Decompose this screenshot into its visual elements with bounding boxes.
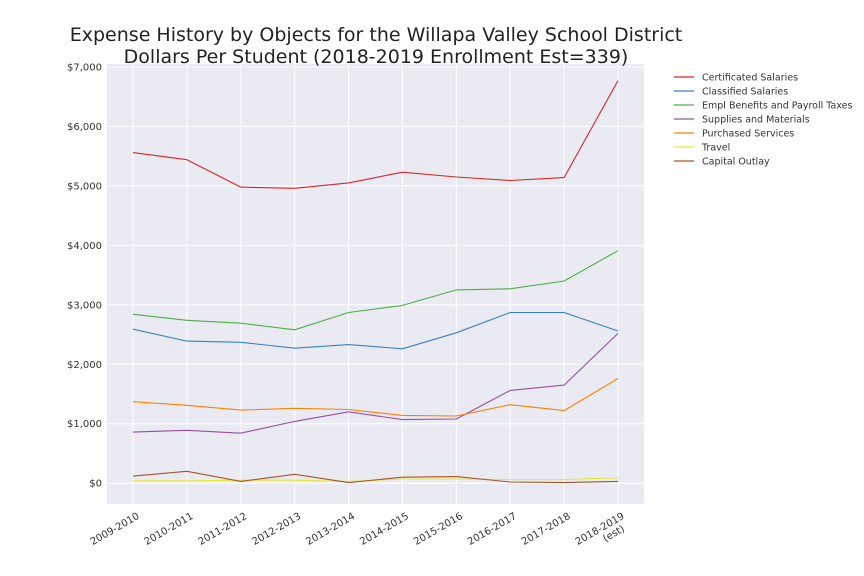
legend-label: Purchased Services (702, 129, 794, 140)
y-tick-label: $5,000 (67, 181, 102, 192)
y-tick-label: $4,000 (67, 241, 102, 252)
y-tick-label: $6,000 (67, 122, 102, 133)
legend-label: Supplies and Materials (702, 115, 810, 126)
series-line-3 (132, 333, 619, 434)
x-tick-label: 2009-2010 (89, 511, 142, 548)
x-tick-label: 2014-2015 (358, 511, 411, 548)
x-tick-label: 2011-2012 (197, 511, 250, 548)
x-tick-label: 2013-2014 (304, 511, 357, 548)
x-tick-label: 2016-2017 (466, 511, 519, 548)
legend-label: Certificated Salaries (702, 73, 798, 84)
x-tick-label: 2018-2019(est) (574, 511, 632, 557)
y-tick-label: $0 (89, 479, 102, 490)
y-tick-label: $1,000 (67, 419, 102, 430)
chart-title-line-1: Expense History by Objects for the Willa… (70, 24, 683, 46)
series-lines (132, 80, 619, 484)
x-tick-label: 2017-2018 (520, 511, 573, 548)
legend-label: Travel (701, 143, 730, 154)
y-axis-ticks: $0 $1,000 $2,000 $3,000 $4,000 $5,000 $6,000 $7… (67, 62, 102, 489)
legend: Certificated Salaries Classified Salaries… (674, 73, 853, 168)
y-tick-label: $2,000 (67, 360, 102, 371)
gridlines (107, 64, 644, 504)
x-tick-label: 2010-2011 (143, 511, 196, 548)
series-line-2 (132, 250, 619, 331)
series-line-4 (132, 378, 619, 417)
y-tick-label: $7,000 (67, 62, 102, 73)
series-line-0 (132, 80, 619, 189)
legend-label: Classified Salaries (702, 87, 788, 98)
x-tick-label: 2015-2016 (412, 511, 465, 548)
y-tick-label: $3,000 (67, 300, 102, 311)
series-line-1 (132, 311, 619, 350)
x-axis-ticks: 2009-2010 2010-2011 2011-2012 2012-2013 2013… (89, 511, 632, 557)
legend-label: Empl Benefits and Payroll Taxes (702, 101, 853, 112)
chart-title-line-2: Dollars Per Student (2018-2019 Enrollmen… (124, 46, 629, 68)
x-tick-label: 2012-2013 (250, 511, 303, 548)
plot-area (107, 64, 644, 504)
legend-label: Capital Outlay (702, 157, 770, 168)
series-line-6 (132, 470, 619, 484)
